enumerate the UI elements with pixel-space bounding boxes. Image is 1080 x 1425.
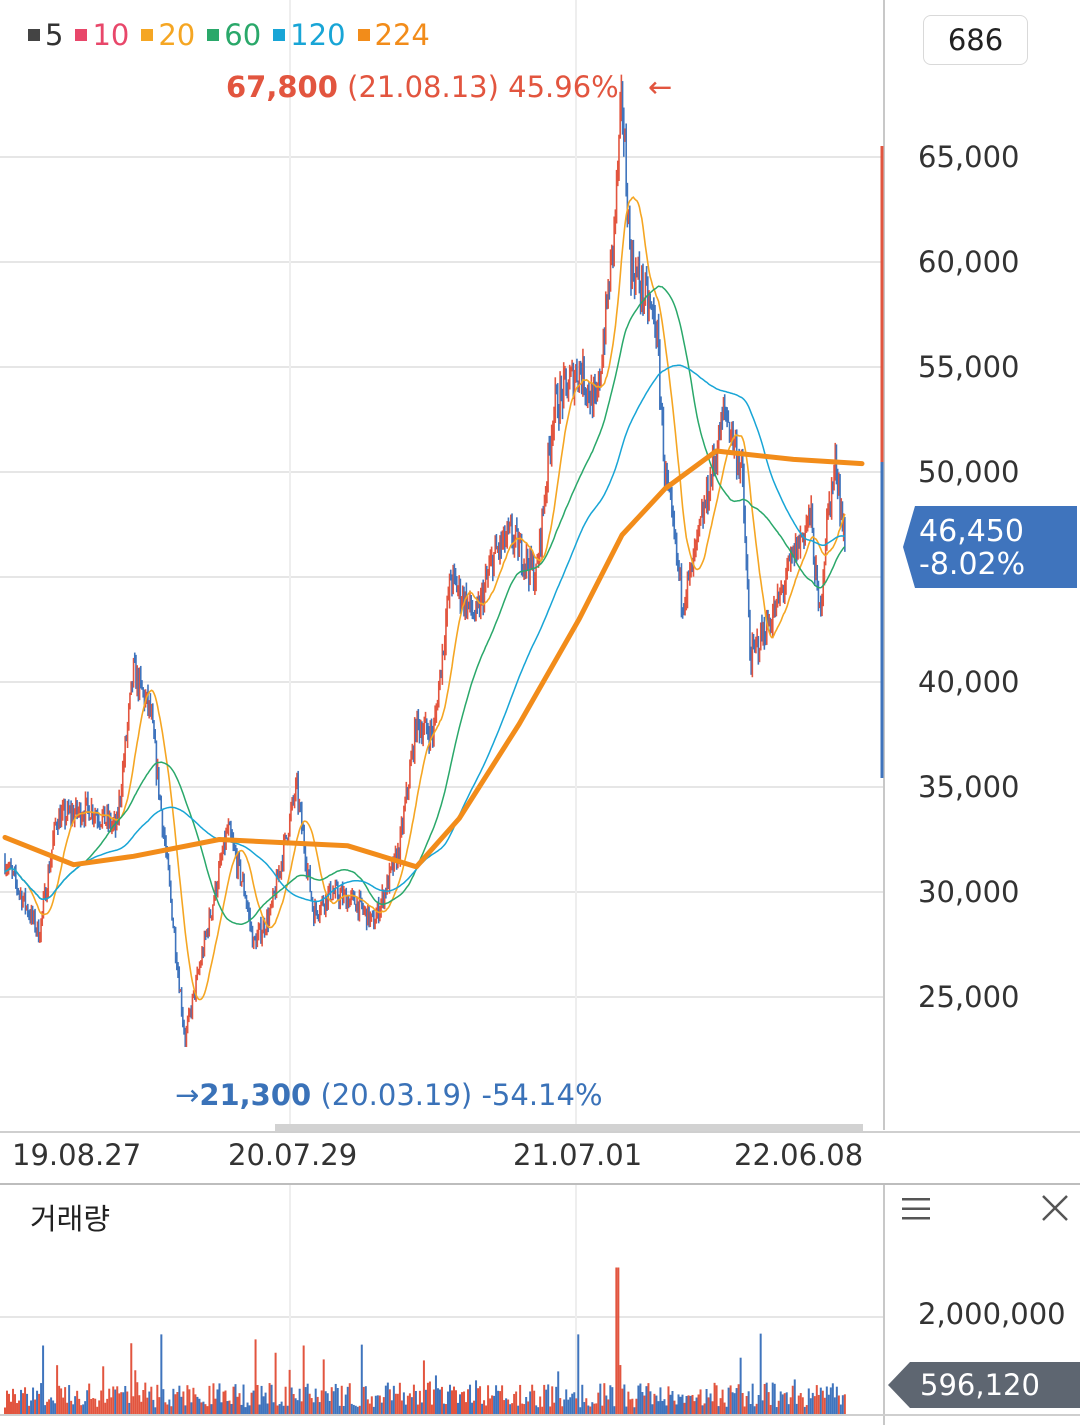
x-tick-label: 22.06.08 xyxy=(734,1138,864,1172)
legend-item[interactable]: 5 xyxy=(28,18,63,52)
high-pct: 45.96% xyxy=(508,70,619,104)
ma-line-20 xyxy=(4,196,846,1001)
volume-panel-title: 거래량 xyxy=(30,1202,111,1236)
legend-item[interactable]: 60 xyxy=(207,18,261,52)
y-tick-label: 25,000 xyxy=(918,980,1020,1014)
ma-line-224 xyxy=(2,448,865,870)
y-tick-label: 60,000 xyxy=(918,245,1020,279)
close-icon[interactable] xyxy=(1040,1193,1070,1223)
x-tick-label: 19.08.27 xyxy=(12,1138,142,1172)
legend-item[interactable]: 20 xyxy=(141,18,195,52)
volume-tick-label: 2,000,000 xyxy=(918,1297,1066,1331)
legend-swatch xyxy=(75,29,88,41)
current-change: -8.02% xyxy=(919,547,1026,582)
right-arrow-icon: → xyxy=(175,1078,200,1112)
current-price-tag: 46,450 -8.02% xyxy=(903,506,1077,588)
legend-item[interactable]: 224 xyxy=(357,18,430,52)
price-chart[interactable] xyxy=(0,0,1080,1185)
x-tick-label: 21.07.01 xyxy=(513,1138,643,1172)
menu-icon[interactable] xyxy=(900,1196,932,1222)
ma-legend: 5 10 20 60 120 224 xyxy=(28,18,442,52)
legend-label: 10 xyxy=(92,18,130,52)
current-volume-tag: 596,120 xyxy=(888,1362,1080,1408)
legend-label: 60 xyxy=(224,18,262,52)
low-price: 21,300 xyxy=(199,1078,312,1112)
legend-swatch xyxy=(28,29,40,41)
y-tick-label: 30,000 xyxy=(918,875,1020,909)
legend-swatch xyxy=(273,29,286,41)
legend-label: 120 xyxy=(290,18,346,52)
high-price: 67,800 xyxy=(226,70,338,104)
high-date: (21.08.13) xyxy=(347,70,499,104)
legend-item[interactable]: 120 xyxy=(273,18,346,52)
low-date: (20.03.19) xyxy=(320,1078,473,1112)
y-tick-label: 55,000 xyxy=(918,350,1020,384)
legend-label: 5 xyxy=(45,18,64,52)
legend-label: 224 xyxy=(374,18,430,52)
legend-label: 20 xyxy=(158,18,196,52)
current-price: 46,450 xyxy=(919,514,1024,549)
y-tick-label: 40,000 xyxy=(918,665,1020,699)
legend-item[interactable]: 10 xyxy=(75,18,129,52)
volume-chart[interactable] xyxy=(0,1185,1080,1425)
legend-swatch xyxy=(141,29,154,41)
low-pct: -54.14% xyxy=(481,1078,603,1112)
legend-swatch xyxy=(207,29,220,41)
low-annotation: →21,300 (20.03.19) -54.14% xyxy=(175,1078,603,1112)
y-tick-label: 35,000 xyxy=(918,770,1020,804)
count-box[interactable]: 686 xyxy=(923,15,1028,65)
high-annotation: 67,800 (21.08.13) 45.96% ← xyxy=(226,70,672,104)
y-tick-label: 50,000 xyxy=(918,455,1020,489)
ma-line-60 xyxy=(4,285,846,926)
left-arrow-icon: ← xyxy=(647,70,673,104)
x-scrollbar xyxy=(275,1124,863,1132)
x-tick-label: 20.07.29 xyxy=(228,1138,358,1172)
legend-swatch xyxy=(357,29,370,41)
y-tick-label: 65,000 xyxy=(918,140,1020,174)
